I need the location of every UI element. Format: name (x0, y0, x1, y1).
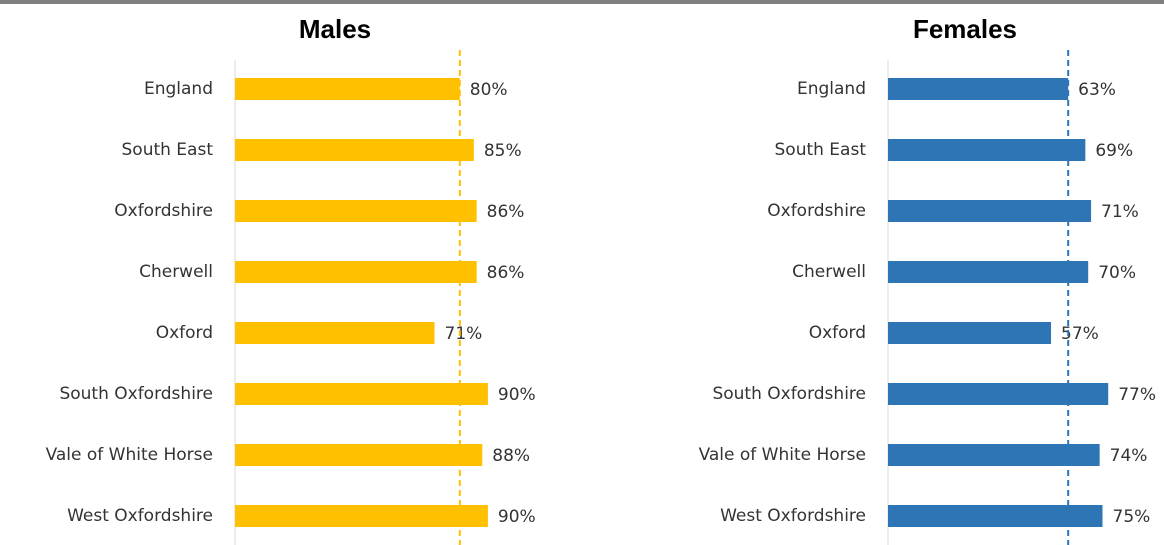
bar (888, 139, 1086, 161)
category-label: Cherwell (792, 262, 866, 282)
value-label: 70% (1098, 263, 1136, 283)
value-label: 86% (487, 202, 525, 222)
category-label: South East (775, 140, 867, 160)
bar (235, 78, 460, 100)
top-rule (0, 0, 1164, 4)
bar (888, 505, 1103, 527)
bar (888, 444, 1100, 466)
value-label: 75% (1113, 507, 1151, 527)
category-label: Vale of White Horse (46, 445, 213, 465)
category-label: Cherwell (139, 262, 213, 282)
bar (888, 78, 1069, 100)
category-label: South East (122, 140, 214, 160)
value-label: 74% (1110, 446, 1148, 466)
chart-title: Females (913, 14, 1017, 44)
value-label: 77% (1118, 385, 1156, 405)
bar (235, 322, 435, 344)
category-label: Oxford (156, 323, 213, 343)
category-label: West Oxfordshire (67, 506, 213, 526)
category-label: Oxford (809, 323, 866, 343)
bar (235, 200, 477, 222)
bar (235, 444, 483, 466)
value-label: 86% (487, 263, 525, 283)
chart-title: Males (299, 14, 371, 44)
value-label: 80% (470, 80, 508, 100)
value-label: 90% (498, 385, 536, 405)
value-label: 69% (1095, 141, 1133, 161)
bar (888, 322, 1052, 344)
category-label: West Oxfordshire (720, 506, 866, 526)
value-label: 71% (445, 324, 483, 344)
bar (888, 383, 1109, 405)
category-label: Oxfordshire (767, 201, 866, 221)
category-label: England (797, 79, 866, 99)
category-label: England (144, 79, 213, 99)
value-label: 63% (1078, 80, 1116, 100)
value-label: 57% (1061, 324, 1099, 344)
category-label: South Oxfordshire (712, 384, 866, 404)
category-label: South Oxfordshire (59, 384, 213, 404)
bar (235, 383, 488, 405)
bar (888, 200, 1092, 222)
category-label: Oxfordshire (114, 201, 213, 221)
value-label: 85% (484, 141, 522, 161)
category-label: Vale of White Horse (699, 445, 866, 465)
value-label: 88% (492, 446, 530, 466)
bar (888, 261, 1089, 283)
bar (235, 505, 488, 527)
value-label: 71% (1101, 202, 1139, 222)
bar (235, 139, 474, 161)
value-label: 90% (498, 507, 536, 527)
bar (235, 261, 477, 283)
